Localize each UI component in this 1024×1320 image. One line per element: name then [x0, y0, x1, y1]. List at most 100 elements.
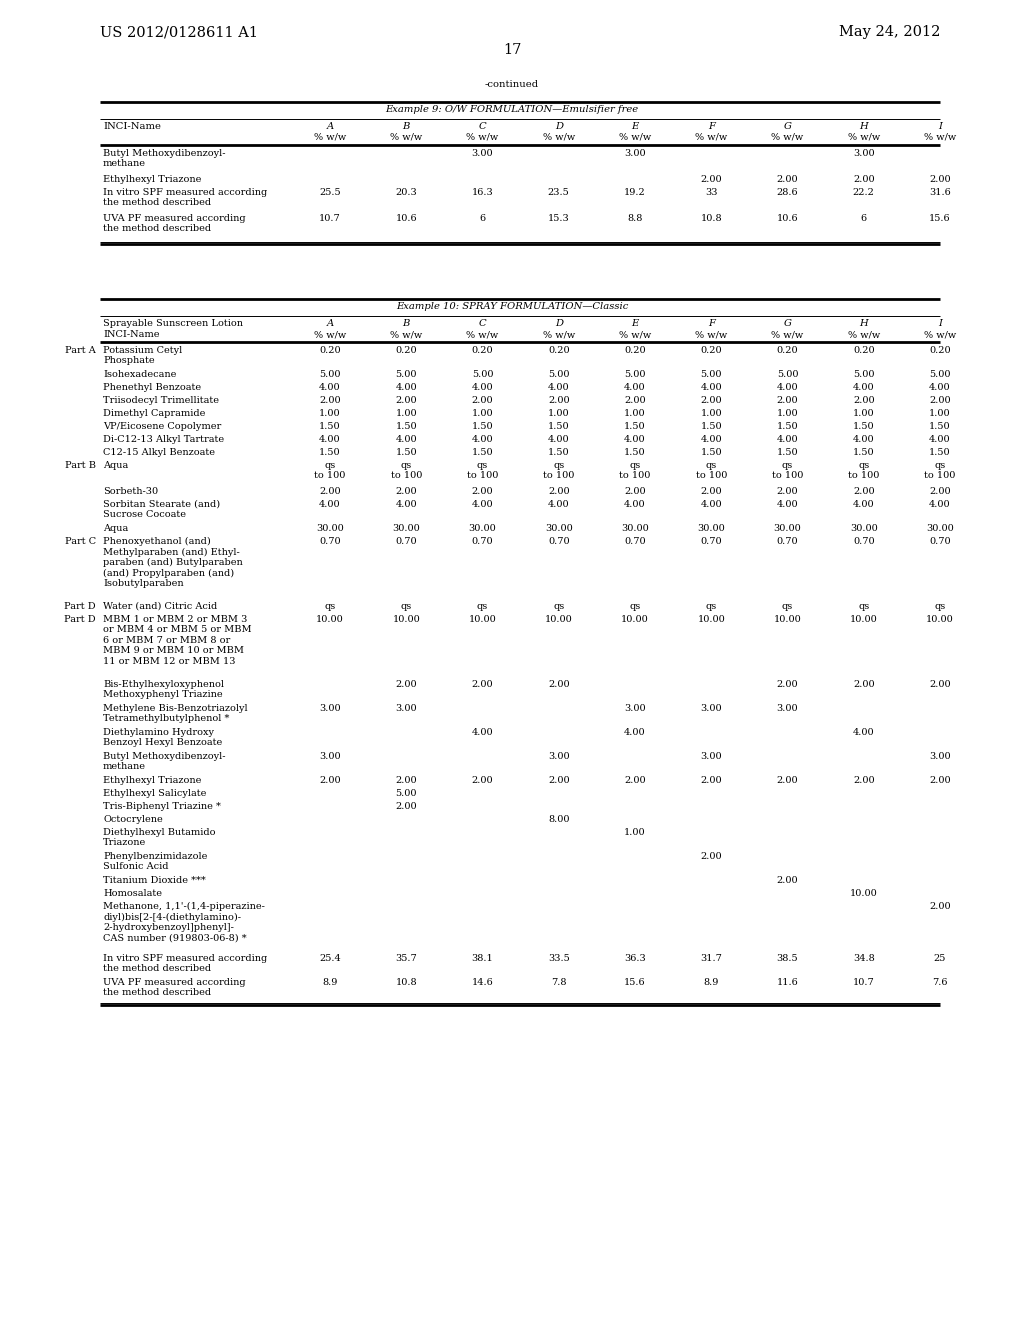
Text: Example 10: SPRAY FORMULATION—Classic: Example 10: SPRAY FORMULATION—Classic	[396, 302, 628, 312]
Text: % w/w: % w/w	[924, 330, 956, 339]
Text: 38.5: 38.5	[776, 954, 799, 964]
Text: 4.00: 4.00	[700, 383, 722, 392]
Text: 10.00: 10.00	[545, 615, 572, 624]
Text: 10.6: 10.6	[395, 214, 417, 223]
Text: F: F	[708, 319, 715, 327]
Text: 10.00: 10.00	[697, 615, 725, 624]
Text: 2.00: 2.00	[853, 680, 874, 689]
Text: 38.1: 38.1	[472, 954, 494, 964]
Text: Di-C12-13 Alkyl Tartrate: Di-C12-13 Alkyl Tartrate	[103, 436, 224, 444]
Text: 30.00: 30.00	[773, 524, 802, 533]
Text: 4.00: 4.00	[776, 500, 799, 510]
Text: 4.00: 4.00	[395, 436, 417, 444]
Text: 2.00: 2.00	[319, 776, 341, 785]
Text: 16.3: 16.3	[472, 187, 494, 197]
Text: D: D	[555, 121, 563, 131]
Text: INCI-Name: INCI-Name	[103, 121, 161, 131]
Text: 0.70: 0.70	[472, 537, 494, 546]
Text: 4.00: 4.00	[319, 436, 341, 444]
Text: 2.00: 2.00	[625, 776, 646, 785]
Text: qs: qs	[477, 602, 488, 611]
Text: 23.5: 23.5	[548, 187, 569, 197]
Text: 1.50: 1.50	[319, 422, 341, 432]
Text: UVA PF measured according
the method described: UVA PF measured according the method des…	[103, 214, 246, 234]
Text: 2.00: 2.00	[929, 902, 951, 911]
Text: Ethylhexyl Salicylate: Ethylhexyl Salicylate	[103, 789, 207, 799]
Text: 1.50: 1.50	[929, 422, 951, 432]
Text: E: E	[632, 319, 639, 327]
Text: H: H	[859, 121, 868, 131]
Text: 2.00: 2.00	[395, 680, 417, 689]
Text: qs
to 100: qs to 100	[695, 461, 727, 480]
Text: 1.50: 1.50	[319, 447, 341, 457]
Text: 30.00: 30.00	[926, 524, 954, 533]
Text: 19.2: 19.2	[624, 187, 646, 197]
Text: qs: qs	[782, 602, 794, 611]
Text: Sorbitan Stearate (and)
Sucrose Cocoate: Sorbitan Stearate (and) Sucrose Cocoate	[103, 500, 220, 519]
Text: Phenylbenzimidazole
Sulfonic Acid: Phenylbenzimidazole Sulfonic Acid	[103, 851, 208, 871]
Text: Dimethyl Capramide: Dimethyl Capramide	[103, 409, 206, 418]
Text: 0.70: 0.70	[395, 537, 417, 546]
Text: 1.00: 1.00	[625, 828, 646, 837]
Text: 7.8: 7.8	[551, 978, 566, 987]
Text: 0.70: 0.70	[319, 537, 341, 546]
Text: 4.00: 4.00	[929, 500, 951, 510]
Text: Tris-Biphenyl Triazine *: Tris-Biphenyl Triazine *	[103, 803, 221, 810]
Text: 2.00: 2.00	[548, 776, 569, 785]
Text: 10.8: 10.8	[395, 978, 417, 987]
Text: 2.00: 2.00	[700, 396, 722, 405]
Text: 10.00: 10.00	[850, 615, 878, 624]
Text: Methylene Bis-Benzotriazolyl
Tetramethylbutylphenol *: Methylene Bis-Benzotriazolyl Tetramethyl…	[103, 704, 248, 723]
Text: 5.00: 5.00	[472, 370, 494, 379]
Text: 20.3: 20.3	[395, 187, 417, 197]
Text: 5.00: 5.00	[319, 370, 341, 379]
Text: 4.00: 4.00	[853, 383, 874, 392]
Text: 30.00: 30.00	[469, 524, 497, 533]
Text: 2.00: 2.00	[776, 876, 799, 884]
Text: In vitro SPF measured according
the method described: In vitro SPF measured according the meth…	[103, 954, 267, 973]
Text: Butyl Methoxydibenzoyl-
methane: Butyl Methoxydibenzoyl- methane	[103, 752, 225, 771]
Text: qs
to 100: qs to 100	[925, 461, 955, 480]
Text: 0.20: 0.20	[319, 346, 341, 355]
Text: In vitro SPF measured according
the method described: In vitro SPF measured according the meth…	[103, 187, 267, 207]
Text: 30.00: 30.00	[316, 524, 344, 533]
Text: Part D: Part D	[65, 602, 96, 611]
Text: qs
to 100: qs to 100	[772, 461, 803, 480]
Text: 2.00: 2.00	[700, 487, 722, 496]
Text: 1.50: 1.50	[625, 447, 646, 457]
Text: 10.00: 10.00	[622, 615, 649, 624]
Text: 4.00: 4.00	[472, 500, 494, 510]
Text: A: A	[327, 121, 334, 131]
Text: 2.00: 2.00	[700, 851, 722, 861]
Text: qs
to 100: qs to 100	[620, 461, 650, 480]
Text: 4.00: 4.00	[472, 436, 494, 444]
Text: 4.00: 4.00	[776, 436, 799, 444]
Text: 0.70: 0.70	[929, 537, 951, 546]
Text: 1.00: 1.00	[319, 409, 341, 418]
Text: 2.00: 2.00	[929, 487, 951, 496]
Text: 3.00: 3.00	[700, 752, 722, 762]
Text: 31.7: 31.7	[700, 954, 722, 964]
Text: E: E	[632, 121, 639, 131]
Text: 3.00: 3.00	[776, 704, 799, 713]
Text: 1.50: 1.50	[395, 422, 417, 432]
Text: 2.00: 2.00	[395, 803, 417, 810]
Text: 0.70: 0.70	[625, 537, 646, 546]
Text: 0.70: 0.70	[776, 537, 799, 546]
Text: 5.00: 5.00	[548, 370, 569, 379]
Text: % w/w: % w/w	[466, 330, 499, 339]
Text: B: B	[402, 121, 410, 131]
Text: 31.6: 31.6	[929, 187, 951, 197]
Text: 33: 33	[705, 187, 718, 197]
Text: 1.50: 1.50	[472, 447, 494, 457]
Text: 7.6: 7.6	[932, 978, 948, 987]
Text: 5.00: 5.00	[395, 789, 417, 799]
Text: 2.00: 2.00	[548, 396, 569, 405]
Text: 2.00: 2.00	[472, 487, 494, 496]
Text: 3.00: 3.00	[853, 149, 874, 158]
Text: % w/w: % w/w	[543, 133, 574, 143]
Text: 6: 6	[479, 214, 485, 223]
Text: 3.00: 3.00	[395, 704, 417, 713]
Text: 10.00: 10.00	[926, 615, 954, 624]
Text: 2.00: 2.00	[776, 680, 799, 689]
